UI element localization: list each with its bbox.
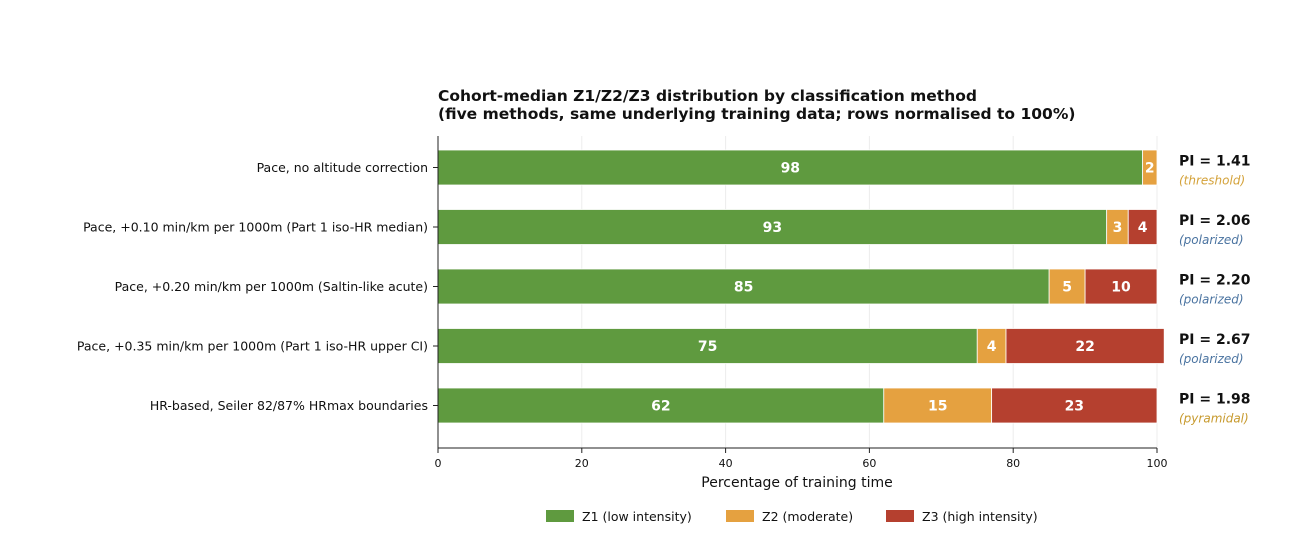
chart-title: Cohort-median Z1/Z2/Z3 distribution by c…	[438, 87, 1075, 123]
bar-value-label: 15	[928, 399, 947, 415]
legend-swatch	[726, 510, 754, 522]
pi-annotations: PI = 1.41 (threshold) PI = 2.06 (polarized)…	[1179, 154, 1251, 426]
legend-label: Z1 (low intensity)	[582, 509, 692, 524]
bar-value-label: 85	[734, 280, 753, 296]
x-tick-label: 60	[862, 457, 876, 470]
category-label: Pace, no altitude correction	[257, 160, 428, 175]
pi-value-label: PI = 1.41	[1179, 154, 1251, 170]
bar-segment	[1005, 328, 1165, 364]
legend-swatch	[886, 510, 914, 522]
bar-value-label: 98	[781, 161, 800, 177]
legend-swatch	[546, 510, 574, 522]
bar-value-label: 5	[1062, 280, 1072, 296]
bar-segment	[1084, 268, 1158, 305]
pi-class-label: (polarized)	[1179, 352, 1244, 366]
bar-value-label: 62	[651, 399, 670, 415]
category-labels: Pace, no altitude correction Pace, +0.10 …	[77, 160, 428, 413]
bar-segment	[437, 268, 1050, 305]
bar-value-label: 22	[1075, 339, 1094, 355]
legend-label: Z3 (high intensity)	[922, 509, 1038, 524]
pi-class-label: (polarized)	[1179, 293, 1244, 307]
legend: Z1 (low intensity) Z2 (moderate) Z3 (high …	[546, 509, 1038, 524]
pi-value-label: PI = 1.98	[1179, 392, 1251, 408]
bar-segment	[991, 387, 1158, 424]
bar-segment	[1142, 149, 1158, 186]
bar-segment	[437, 387, 885, 424]
bar-segment	[437, 328, 978, 364]
x-axis-label: Percentage of training time	[701, 475, 892, 491]
legend-label: Z2 (moderate)	[762, 509, 853, 524]
pi-value-label: PI = 2.20	[1179, 273, 1251, 289]
pi-value-label: PI = 2.06	[1179, 213, 1251, 229]
category-label: Pace, +0.35 min/km per 1000m (Part 1 iso…	[77, 339, 428, 354]
bar-value-label: 4	[987, 339, 997, 355]
x-tick-label: 40	[719, 457, 733, 470]
bar-value-label: 3	[1113, 220, 1123, 236]
chart-title-line-2: (five methods, same underlying training …	[438, 105, 1075, 123]
pi-class-label: (pyramidal)	[1179, 412, 1249, 426]
category-label: HR-based, Seiler 82/87% HRmax boundaries	[150, 398, 428, 413]
bar-value-label: 23	[1065, 399, 1084, 415]
x-tick-label: 0	[435, 457, 442, 470]
x-tick-label: 80	[1006, 457, 1020, 470]
chart-title-line-1: Cohort-median Z1/Z2/Z3 distribution by c…	[438, 87, 977, 105]
bar-value-label: 4	[1138, 220, 1148, 236]
bar-segment	[437, 209, 1108, 245]
bar-value-label: 93	[763, 220, 782, 236]
category-label: Pace, +0.20 min/km per 1000m (Saltin-lik…	[115, 279, 428, 294]
bar-segment	[883, 387, 993, 424]
bar-segment	[437, 149, 1144, 186]
category-label: Pace, +0.10 min/km per 1000m (Part 1 iso…	[83, 220, 428, 235]
bar-segment	[1048, 268, 1086, 305]
x-tick-label: 100	[1147, 457, 1168, 470]
pi-value-label: PI = 2.67	[1179, 332, 1251, 348]
pi-class-label: (polarized)	[1179, 233, 1244, 247]
x-tick-label: 20	[575, 457, 589, 470]
bar-segment	[1127, 209, 1158, 245]
bar-value-label: 10	[1111, 280, 1131, 296]
axes: 0 20 40 60 80 100	[433, 136, 1168, 470]
pi-class-label: (threshold)	[1179, 174, 1245, 188]
bar-value-label: 2	[1145, 161, 1155, 177]
bar-value-label: 75	[698, 339, 717, 355]
